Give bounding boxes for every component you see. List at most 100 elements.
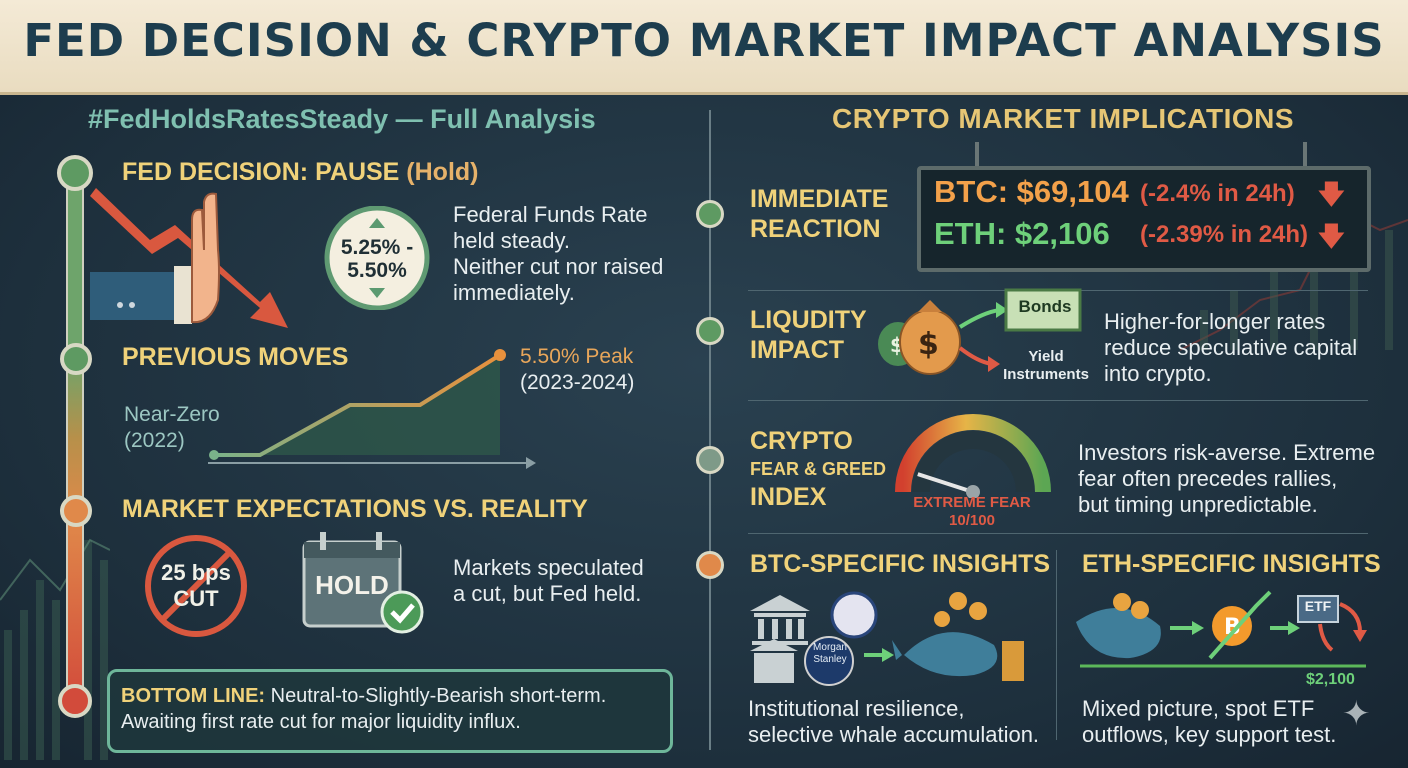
peak-label-line2: (2023-2024) — [520, 371, 635, 394]
no-cut-icon — [145, 535, 247, 637]
desc-line: a cut, but Fed held. — [453, 581, 642, 606]
rate-range-line1: 5.25% - — [340, 236, 414, 259]
btc-insights-heading: BTC-SPECIFIC INSIGHTS — [750, 550, 1051, 578]
desc-line: Markets speculated — [453, 555, 644, 580]
timeline-node-bottom-line — [58, 684, 92, 718]
desc-line: held steady. — [453, 228, 571, 253]
calendar-hold-icon — [302, 532, 424, 634]
immediate-heading-line2: REACTION — [750, 215, 881, 243]
insights-divider — [1056, 550, 1057, 740]
btc-insights-description: Institutional resilience, selective whal… — [748, 696, 1039, 748]
peak-label-line1: 5.50% Peak — [520, 345, 634, 368]
gauge-needle — [917, 472, 974, 494]
gauge-label: EXTREME FEAR — [913, 494, 1031, 511]
near-zero-line2: (2022) — [124, 429, 185, 452]
desc-line: Investors risk-averse. Extreme — [1078, 440, 1376, 465]
title-banner — [0, 0, 1408, 95]
desc-line: selective whale accumulation. — [748, 722, 1040, 747]
desc-line: reduce speculative capital — [1104, 335, 1358, 360]
liquidity-description: Higher-for-longer rates reduce speculati… — [1104, 309, 1357, 387]
yield-line2: Instruments — [1003, 366, 1089, 383]
ticker-hanger-left — [975, 142, 979, 168]
desc-line: but timing unpredictable. — [1078, 492, 1318, 517]
fed-decision-hold-text: (Hold) — [406, 158, 479, 186]
eth-insights-heading: ETH-SPECIFIC INSIGHTS — [1082, 550, 1381, 578]
eth-flow-illustration: B — [1076, 590, 1367, 668]
section-separator — [748, 533, 1368, 534]
sparkle-icon: ✦ — [1342, 695, 1371, 733]
fear-description: Investors risk-averse. Extreme fear ofte… — [1078, 440, 1375, 518]
rate-range-line2: 5.50% — [347, 259, 407, 282]
desc-line: fear often precedes rallies, — [1078, 466, 1338, 491]
cut-label-line2: CUT — [173, 586, 219, 611]
desc-line: Federal Funds Rate — [453, 202, 648, 227]
right-node-fear — [696, 446, 724, 474]
btc-change: (-2.4% in 24h) — [1140, 180, 1295, 207]
immediate-heading-line1: IMMEDIATE — [750, 185, 889, 213]
ticker-hanger-right — [1303, 142, 1307, 168]
cut-label-line1: 25 bps — [161, 560, 231, 585]
fear-heading-line2: FEAR & GREED — [750, 459, 887, 479]
institutional-whale-illustration — [750, 591, 1024, 686]
svg-text:$: $ — [918, 327, 939, 362]
desc-line: immediately. — [453, 280, 575, 305]
hold-label: HOLD — [315, 570, 389, 600]
bottom-line-text2: Awaiting first rate cut for major liquid… — [121, 711, 521, 733]
right-subtitle: CRYPTO MARKET IMPLICATIONS — [832, 103, 1295, 134]
svg-text:B: B — [1224, 615, 1241, 640]
page-title: FED DECISION & CRYPTO MARKET IMPACT ANAL… — [23, 14, 1385, 67]
timeline-node-previous — [60, 343, 92, 375]
hand-stop-illustration — [90, 188, 288, 328]
column-divider — [709, 110, 711, 750]
right-node-liquidity — [696, 317, 724, 345]
btc-down-arrow-icon: 🡇 — [1318, 179, 1345, 209]
rate-badge — [324, 206, 430, 310]
fear-greed-heading: CRYPTO FEAR & GREED INDEX — [750, 427, 886, 511]
desc-line: Neither cut nor raised — [453, 254, 664, 279]
bank-logo-label: Morgan Stanley — [806, 642, 854, 666]
desc-line: into crypto. — [1104, 361, 1212, 386]
liquidity-heading-line2: IMPACT — [750, 336, 844, 364]
timeline-node-decision — [57, 155, 93, 191]
right-node-immediate — [696, 200, 724, 228]
bottom-line-text1: Neutral-to-Slightly-Bearish short-term. — [265, 685, 607, 707]
peak-label: 5.50% Peak (2023-2024) — [520, 344, 634, 396]
expectations-heading: MARKET EXPECTATIONS VS. REALITY — [122, 495, 588, 523]
right-node-insights — [696, 551, 724, 579]
price-ticker-board — [917, 166, 1371, 272]
eth-support-price: $2,100 — [1306, 671, 1355, 688]
timeline-node-expectations — [60, 495, 92, 527]
money-bag-flow-icon: $ $ — [878, 288, 1082, 375]
fed-decision-description: Federal Funds Rate held steady. Neither … — [453, 202, 663, 306]
immediate-reaction-heading: IMMEDIATE REACTION — [750, 184, 888, 244]
yield-instruments-label: Yield Instruments — [996, 348, 1096, 384]
fed-decision-heading-text: FED DECISION: PAUSE — [122, 158, 407, 186]
cut-label: 25 bps CUT — [146, 560, 246, 612]
fear-heading-line1: CRYPTO — [750, 427, 853, 455]
btc-price: BTC: $69,104 — [934, 174, 1129, 209]
near-zero-line1: Near-Zero — [124, 403, 220, 426]
fear-heading-line3: INDEX — [750, 483, 827, 511]
liquidity-heading-line1: LIQUDITY — [750, 306, 867, 334]
eth-insights-description: Mixed picture, spot ETF outflows, key su… — [1082, 696, 1336, 748]
left-subtitle: #FedHoldsRatesSteady — Full Analysis — [88, 104, 596, 134]
bank-label-line2: Stanley — [813, 654, 847, 665]
rate-history-chart — [208, 349, 536, 469]
desc-line: Mixed picture, spot ETF — [1082, 696, 1315, 721]
bottom-line-label: BOTTOM LINE: — [121, 685, 266, 707]
fear-greed-gauge — [895, 414, 1051, 498]
bottom-line-box — [107, 669, 673, 753]
expectations-description: Markets speculated a cut, but Fed held. — [453, 555, 644, 607]
desc-line: Higher-for-longer rates — [1104, 309, 1326, 334]
gauge-reading: EXTREME FEAR 10/100 — [900, 494, 1044, 530]
section-separator — [748, 400, 1368, 401]
rate-range: 5.25% - 5.50% — [334, 236, 420, 282]
left-timeline-line — [66, 172, 84, 704]
desc-line: outflows, key support test. — [1082, 722, 1337, 747]
near-zero-label: Near-Zero (2022) — [124, 402, 220, 454]
liquidity-heading: LIQUDITY IMPACT — [750, 305, 867, 365]
eth-change: (-2.39% in 24h) — [1140, 221, 1309, 248]
previous-moves-heading: PREVIOUS MOVES — [122, 343, 349, 371]
bank-label-line1: Morgan — [813, 642, 847, 653]
background-chart-decoration-left — [0, 538, 110, 760]
